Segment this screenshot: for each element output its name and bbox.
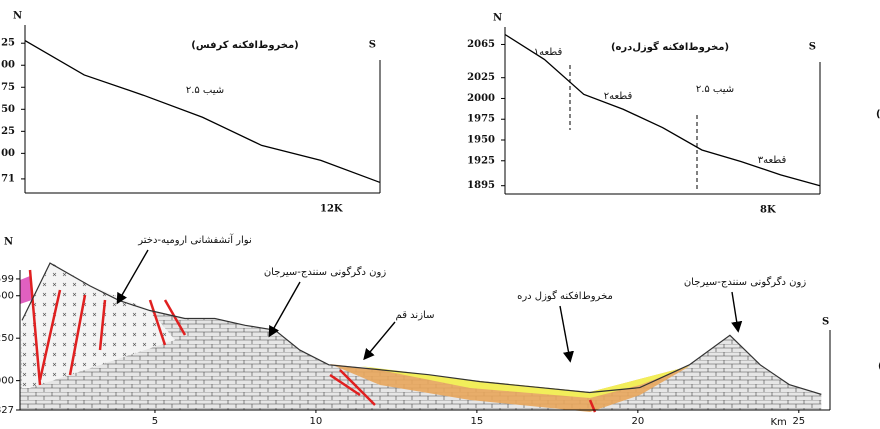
y-tick-label: 827 [0, 405, 14, 416]
slope-label: شیب ۲.۵ [696, 84, 734, 95]
y-tick-label: 1500 [0, 291, 14, 302]
y-tick-label: 50 [1, 104, 15, 115]
x-tick-label: 10 [310, 416, 323, 427]
fault-line [98, 299, 107, 351]
annotation-arrow [559, 305, 574, 363]
x-tick-label: 25 [792, 416, 805, 427]
y-tick-label: 1000 [0, 376, 14, 387]
y-tick-label: 00 [1, 148, 15, 159]
y-tick-label: 1250 [0, 333, 14, 344]
fault-line [68, 294, 87, 376]
y-tick-label: 2025 [467, 72, 495, 83]
annotation: زون دگرگونی سنندج-سیرجان [264, 266, 387, 278]
y-tick-label: 1925 [467, 155, 495, 166]
south-label: S [822, 317, 829, 328]
segment-label: قطعه۳ [758, 155, 787, 166]
annotation-arrow [268, 281, 301, 338]
profile-line [504, 33, 821, 187]
x-end-label: 8K [760, 205, 776, 216]
segment-label: قطعه۲ [604, 91, 633, 102]
annotation: مخروط‌افکنه گوزل دره [517, 290, 613, 302]
north-label: N [4, 237, 13, 248]
annotation: زون دگرگونی سنندج-سیرجان [684, 276, 807, 288]
chart-title: (مخروط‌افکنه گوزل‌دره) [611, 40, 729, 53]
slope-label: شیب ۲.۵ [186, 85, 224, 96]
annotation: سازند قم [396, 310, 435, 321]
pink-layer [20, 276, 32, 304]
profile-line [24, 40, 381, 184]
north-label: N [13, 11, 22, 22]
fault-line [148, 299, 167, 346]
y-tick-label: 71 [1, 173, 15, 184]
y-tick-label: 25 [1, 38, 15, 49]
panel-label: (ب) [878, 361, 880, 372]
cross-section-layers [20, 262, 822, 413]
fault-line [339, 369, 376, 406]
y-tick-label: 75 [1, 82, 15, 93]
segment-label: قطعه۱ [534, 47, 563, 58]
y-tick-label: 1950 [467, 135, 495, 146]
fault-line [28, 269, 42, 386]
rock-fill [20, 263, 822, 410]
y-tick-label: 2000 [467, 93, 495, 104]
fault-line [163, 299, 187, 336]
y-tick-label: 1975 [467, 114, 495, 125]
y-tick-label: 25 [1, 126, 15, 137]
y-tick-label: 00 [1, 60, 15, 71]
topography-line [21, 262, 822, 395]
basin-yellow [360, 366, 690, 398]
x-tick-label: 15 [471, 416, 484, 427]
x-end-label: 12K [320, 204, 343, 215]
y-tick-label: 1895 [467, 180, 495, 191]
annotation-arrow [731, 291, 743, 333]
fault-line [38, 289, 62, 381]
annotation-arrow [363, 321, 396, 361]
annotation-arrow [116, 249, 149, 305]
annotation: نوار آتشفشانی ارومیه-دختر [137, 233, 252, 246]
x-tick-label: 20 [631, 416, 644, 427]
panel-label: (الف) [876, 109, 880, 120]
fault-line [329, 373, 361, 397]
south-label: S [369, 40, 376, 51]
y-tick-label: 2065 [467, 39, 495, 50]
south-label: S [809, 42, 816, 53]
north-label: N [493, 13, 502, 24]
chart-title: (مخروط‌افکنه کرفس) [191, 40, 299, 51]
x-tick-label: 5 [152, 416, 158, 427]
y-tick-label: 1599 [0, 274, 14, 285]
x-unit: Km [770, 417, 786, 428]
